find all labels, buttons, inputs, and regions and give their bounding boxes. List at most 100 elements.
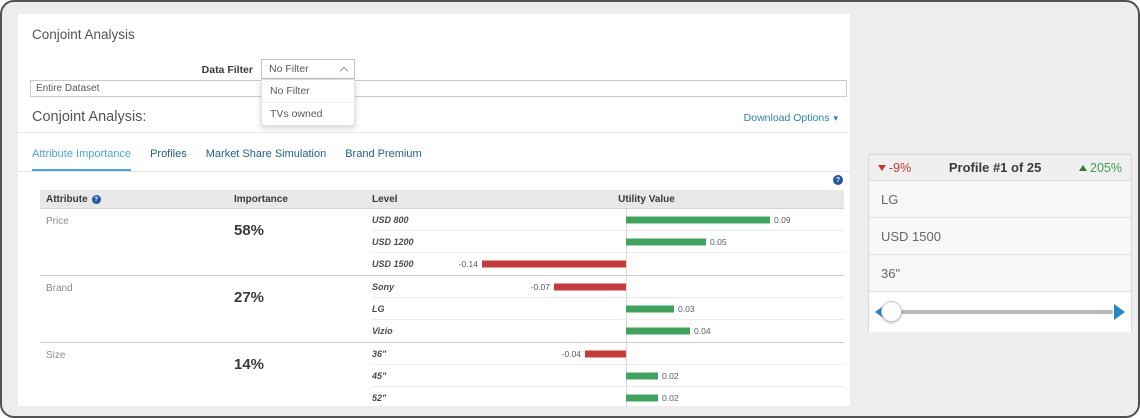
utility-bar xyxy=(554,283,626,290)
level-rows: 36" -0.04 45" 0.02 52" 0.02 xyxy=(372,343,844,409)
utility-bar xyxy=(482,260,626,268)
utility-chart-cell: 0.04 xyxy=(449,320,844,342)
data-filter-menu: No Filter TVs owned xyxy=(261,79,355,126)
utility-chart-cell: 0.05 xyxy=(449,231,844,252)
dataset-input[interactable] xyxy=(30,80,847,97)
importance-table-body: Price 58% USD 800 0.09 USD 1200 0.05 USD 1500 -… xyxy=(40,209,844,409)
level-label: 45" xyxy=(372,370,387,381)
tab-market-share-simulation[interactable]: Market Share Simulation xyxy=(205,148,327,160)
level-label: USD 1200 xyxy=(372,236,414,247)
triangle-up-icon xyxy=(1079,164,1087,171)
utility-value-label: 0.04 xyxy=(694,326,711,336)
profile-panel: -9% Profile #1 of 25 205% LG USD 1500 36" xyxy=(868,154,1132,332)
filter-option-tvs-owned[interactable]: TVs owned xyxy=(262,102,354,125)
profile-attribute-row-lg: LG xyxy=(869,181,1131,218)
caret-down-icon: ▾ xyxy=(833,112,838,123)
download-options-label: Download Options xyxy=(743,112,830,124)
tabs: Attribute Importance Profiles Market Share… xyxy=(32,148,422,171)
tab-attribute-importance[interactable]: Attribute Importance xyxy=(32,148,132,171)
utility-value-label: 0.09 xyxy=(774,214,791,225)
attribute-help-icon[interactable]: ? xyxy=(91,194,101,204)
profile-decrease: -9% xyxy=(878,161,911,175)
level-row-usd-800: USD 800 0.09 xyxy=(372,209,844,231)
importance-column-header: Importance xyxy=(234,193,288,205)
utility-bar xyxy=(585,350,626,357)
triangle-down-icon xyxy=(878,164,886,171)
utility-chart-cell: 0.02 xyxy=(449,387,844,409)
profile-title: Profile #1 of 25 xyxy=(948,160,1042,175)
importance-value: 58% xyxy=(234,222,265,239)
help-icon[interactable]: ? xyxy=(833,175,843,185)
attribute-importance-table: Attribute ? Importance Level Utility Val… xyxy=(40,190,844,409)
utility-chart-cell: 0.09 xyxy=(449,209,844,230)
attribute-name: Price xyxy=(46,216,69,227)
profile-rows: LG USD 1500 36" xyxy=(869,181,1131,292)
slider-prev-arrow-icon[interactable] xyxy=(875,304,886,320)
tab-profiles[interactable]: Profiles xyxy=(150,148,187,160)
filter-option-no-filter[interactable]: No Filter xyxy=(270,85,310,97)
data-filter-label: Data Filter xyxy=(201,64,253,76)
importance-value: 14% xyxy=(234,356,265,373)
attribute-name: Brand xyxy=(46,283,73,294)
utility-bar xyxy=(626,216,770,223)
utility-value-label: 0.02 xyxy=(662,370,679,381)
attribute-group-brand: Brand 27% Sony -0.07 LG 0.03 Vizio 0.04 xyxy=(40,275,844,342)
profile-increase: 205% xyxy=(1079,161,1122,175)
section-divider xyxy=(18,132,850,133)
level-row-usd-1200: USD 1200 0.05 xyxy=(372,231,844,253)
utility-chart-cell: -0.14 xyxy=(449,253,844,275)
attribute-group-price: Price 58% USD 800 0.09 USD 1200 0.05 USD 1500 -… xyxy=(40,209,844,275)
utility-bar xyxy=(626,372,658,379)
profile-attribute-row-36: 36" xyxy=(869,255,1131,292)
profile-slider xyxy=(869,292,1131,332)
utility-value-label: 0.02 xyxy=(662,393,679,403)
level-label: LG xyxy=(372,303,385,314)
level-rows: Sony -0.07 LG 0.03 Vizio 0.04 xyxy=(372,276,844,342)
conjoint-analysis-card: Conjoint Analysis Data Filter No Filter … xyxy=(18,14,850,409)
level-label: Vizio xyxy=(372,326,393,336)
data-filter-selected-value: No Filter xyxy=(269,63,309,75)
chevron-up-icon xyxy=(339,66,349,75)
importance-value: 27% xyxy=(234,289,265,306)
level-column-header: Level xyxy=(372,193,398,205)
level-row-usd-1500: USD 1500 -0.14 xyxy=(372,253,844,275)
increase-value: 205% xyxy=(1090,160,1122,175)
section-heading: Conjoint Analysis: xyxy=(32,109,147,125)
profile-attribute-row-usd-1500: USD 1500 xyxy=(869,218,1131,255)
level-row-vizio: Vizio 0.04 xyxy=(372,320,844,342)
utility-chart-cell: 0.02 xyxy=(449,365,844,386)
level-rows: USD 800 0.09 USD 1200 0.05 USD 1500 -0.14 xyxy=(372,209,844,275)
table-header-row: Attribute ? Importance Level Utility Val… xyxy=(40,190,844,209)
utility-bar xyxy=(626,327,690,335)
utility-value-label: 0.03 xyxy=(678,303,695,314)
level-label: 36" xyxy=(372,348,387,359)
utility-chart-cell: -0.07 xyxy=(449,276,844,297)
utility-value-label: 0.05 xyxy=(710,236,727,247)
level-label: USD 1500 xyxy=(372,259,414,269)
tabs-underline xyxy=(18,171,850,172)
utility-chart-cell: -0.04 xyxy=(449,343,844,364)
attribute-name: Size xyxy=(46,350,66,361)
utility-value-label: -0.04 xyxy=(561,348,581,359)
level-row-sony: Sony -0.07 xyxy=(372,276,844,298)
slider-handle[interactable] xyxy=(881,301,902,322)
utility-column-header: Utility Value xyxy=(618,193,675,205)
level-label: 52" xyxy=(372,393,387,403)
tab-brand-premium[interactable]: Brand Premium xyxy=(345,148,422,160)
level-label: USD 800 xyxy=(372,214,409,225)
slider-next-arrow-icon[interactable] xyxy=(1114,304,1125,320)
utility-bar xyxy=(626,305,674,312)
attribute-column-header: Attribute xyxy=(46,193,88,205)
data-filter-select[interactable]: No Filter xyxy=(261,59,355,79)
utility-value-label: -0.14 xyxy=(458,259,478,269)
decrease-value: -9% xyxy=(889,160,912,175)
download-options-link[interactable]: Download Options ▾ xyxy=(744,112,838,124)
utility-bar xyxy=(626,238,706,245)
attribute-group-size: Size 14% 36" -0.04 45" 0.02 52" 0.02 xyxy=(40,342,844,409)
utility-chart-cell: 0.03 xyxy=(449,298,844,319)
slider-track[interactable] xyxy=(881,301,1113,322)
page-title: Conjoint Analysis xyxy=(32,27,135,42)
utility-value-label: -0.07 xyxy=(530,281,550,292)
level-row-lg: LG 0.03 xyxy=(372,298,844,320)
